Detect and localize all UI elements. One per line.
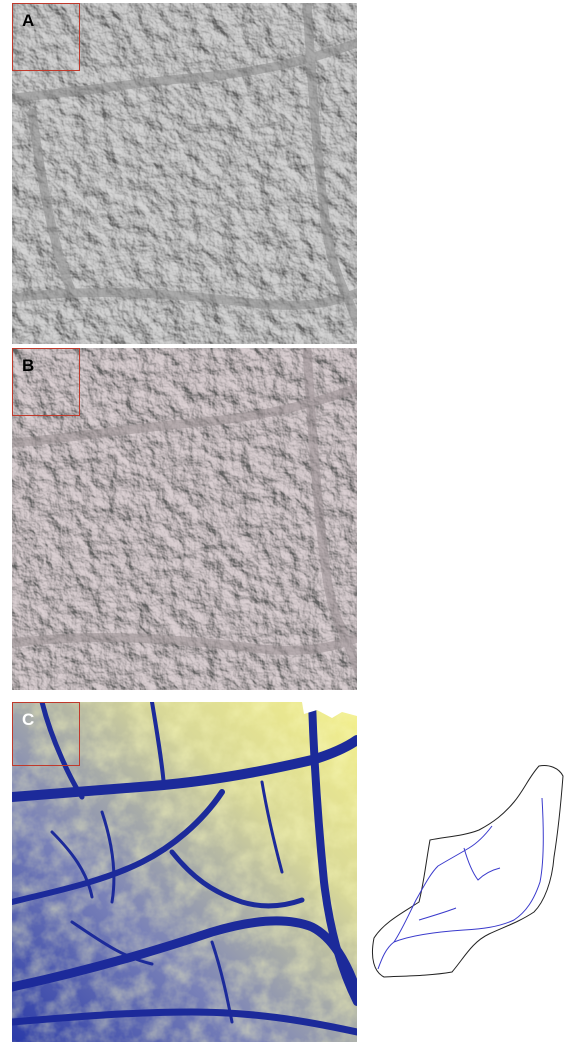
hillshade-panel-a <box>12 3 357 344</box>
inset-box-b <box>12 348 80 416</box>
panel-label-a: A <box>22 11 35 30</box>
hillshade-image-b <box>12 348 357 690</box>
hillshade-image-a <box>12 3 357 344</box>
watershed-diagram <box>364 762 566 982</box>
inset-box-a <box>12 3 80 71</box>
panel-label-c: C <box>22 710 35 729</box>
watershed-outline <box>371 765 564 978</box>
drainage-network <box>12 702 357 1036</box>
hillshade-panel-b <box>12 348 357 690</box>
stream-network <box>377 797 544 970</box>
elevation-panel-c <box>12 702 357 1042</box>
nodata-area <box>302 702 357 718</box>
watershed-svg <box>371 765 564 978</box>
elevation-image-c <box>12 702 357 1042</box>
inset-box-c <box>12 702 80 766</box>
panel-label-b: B <box>22 356 35 375</box>
